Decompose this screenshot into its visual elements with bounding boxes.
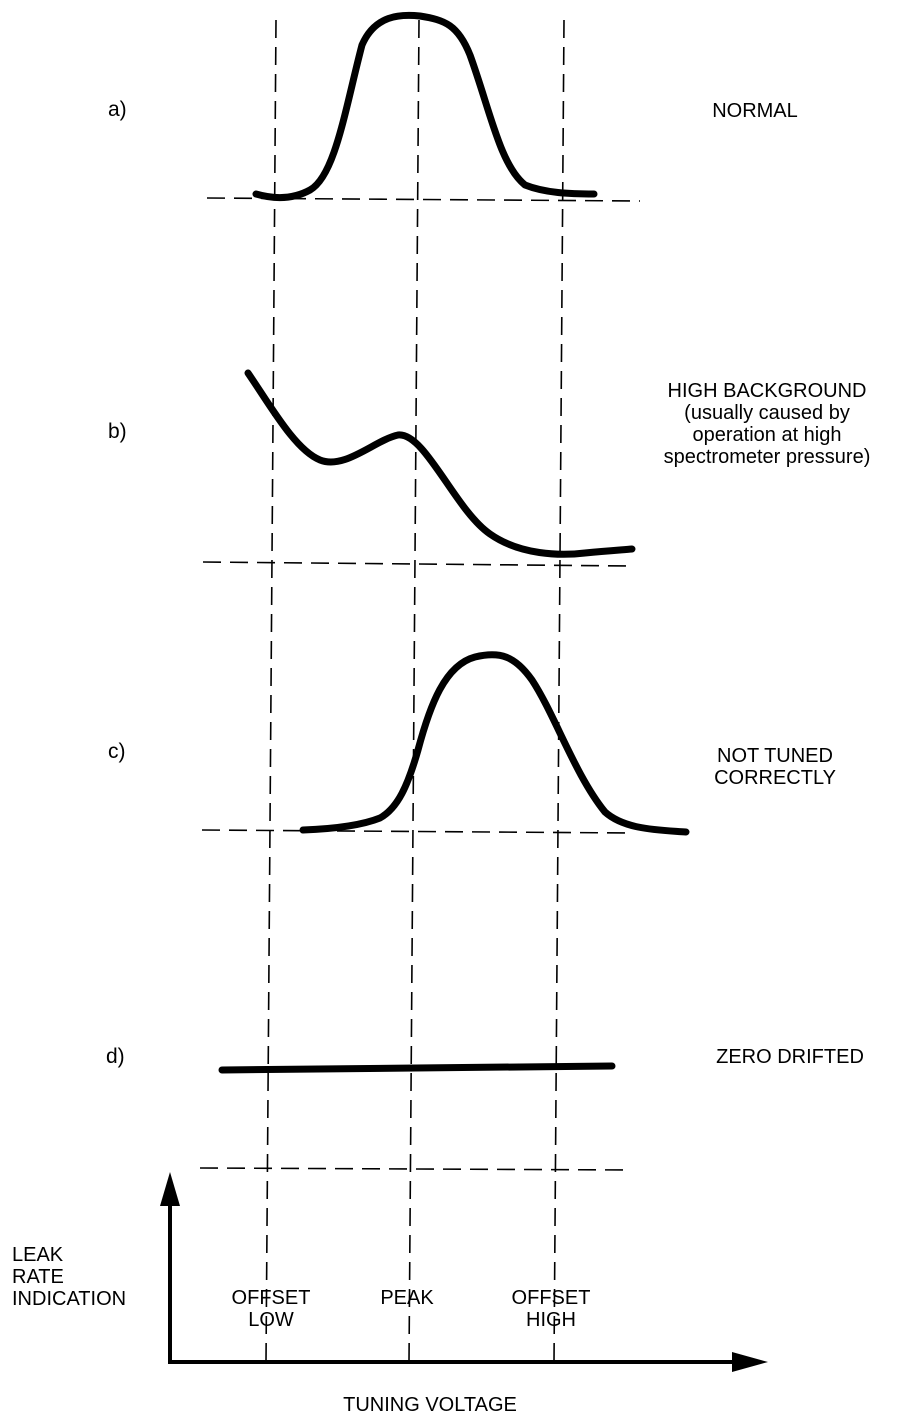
panel-d-description-line: ZERO DRIFTED — [716, 1046, 864, 1068]
panel-b-description-line: spectrometer pressure) — [663, 446, 871, 468]
tick-offset-low: OFFSET LOW — [212, 1287, 330, 1331]
guide-peak — [408, 19, 420, 1363]
curve-high-background — [244, 369, 636, 558]
y-axis-label: LEAK RATE INDICATION — [12, 1244, 126, 1310]
curve-zero-drifted — [218, 1062, 616, 1074]
panel-b-description-line: HIGH BACKGROUND — [667, 380, 867, 402]
y-axis-label-line: INDICATION — [12, 1288, 127, 1310]
panel-d-label: d) — [106, 1045, 125, 1068]
curve-normal — [252, 11, 598, 202]
baseline-c — [201, 829, 634, 834]
y-axis-label-line: RATE — [12, 1266, 64, 1288]
panel-d-description: ZERO DRIFTED — [690, 1046, 890, 1068]
tick-offset-high: OFFSET HIGH — [490, 1287, 612, 1331]
curve-not-tuned — [299, 651, 690, 836]
panel-a-label: a) — [108, 98, 127, 121]
panel-b-description-line: operation at high — [692, 424, 842, 446]
panel-a-description-line: NORMAL — [712, 100, 798, 122]
tick-label-line: OFFSET — [511, 1287, 591, 1309]
tick-label-line: PEAK — [380, 1287, 434, 1309]
baseline-b — [202, 561, 634, 567]
tick-peak: PEAK — [352, 1287, 462, 1309]
panel-c-description: NOT TUNED CORRECTLY — [685, 745, 865, 789]
panel-b-description-line: (usually caused by — [684, 402, 850, 424]
x-axis-label: TUNING VOLTAGE — [343, 1394, 517, 1416]
panel-c-description-line: CORRECTLY — [714, 767, 836, 789]
x-axis-arrowhead — [732, 1352, 768, 1372]
panel-c-description-line: NOT TUNED — [717, 745, 833, 767]
y-axis-label-line: LEAK — [12, 1244, 64, 1266]
panel-a-description: NORMAL — [690, 100, 820, 122]
baseline-a — [206, 197, 641, 202]
baseline-d — [199, 1167, 632, 1171]
tick-label-line: OFFSET — [231, 1287, 311, 1309]
y-axis-arrowhead — [160, 1172, 180, 1206]
guide-offset-low — [265, 19, 277, 1363]
panel-b-label: b) — [108, 420, 127, 443]
panel-c-label: c) — [108, 740, 126, 763]
tick-label-line: HIGH — [526, 1309, 576, 1331]
panel-b-description: HIGH BACKGROUND (usually caused by opera… — [636, 380, 898, 468]
tick-label-line: LOW — [248, 1309, 294, 1331]
guide-offset-high — [553, 19, 565, 1363]
